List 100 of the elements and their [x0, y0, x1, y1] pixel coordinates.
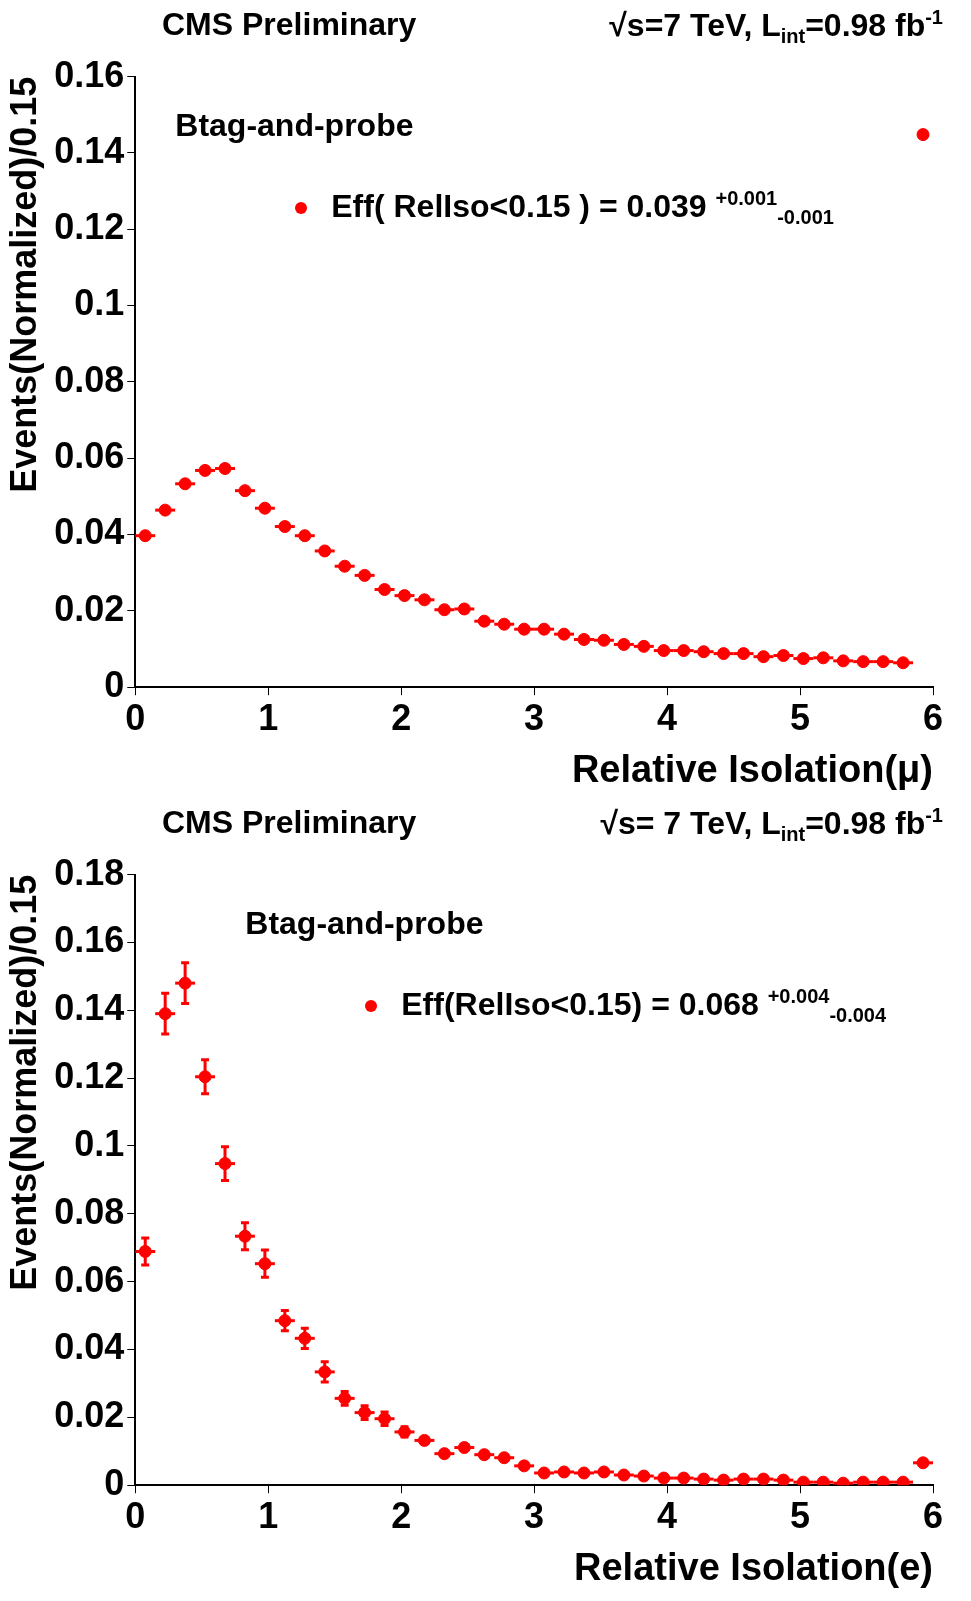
point: [776, 1473, 790, 1486]
point: [437, 603, 451, 617]
point: [737, 1472, 751, 1486]
chart-subtitle: √s= 7 TeV, L$_{int}$=0.98 fb$^{-1}$: [600, 804, 943, 847]
point: [238, 484, 252, 498]
point: [637, 1469, 651, 1483]
point: [198, 1070, 212, 1084]
y-tick-label: 0: [104, 664, 125, 706]
annotation: Btag-and-probe: [175, 106, 414, 144]
point: [338, 559, 352, 573]
point: [258, 1257, 272, 1271]
point: [756, 650, 770, 664]
point: [318, 544, 332, 558]
y-tick-label: 0.06: [54, 435, 125, 477]
point: [298, 529, 312, 543]
point: [896, 1475, 910, 1486]
y-tick-label: 0.06: [54, 1258, 125, 1300]
point: [138, 1244, 152, 1258]
y-tick-label: 0.14: [54, 987, 125, 1029]
y-tick-label: 0.04: [54, 1326, 125, 1368]
point: [178, 976, 192, 990]
point: [856, 1475, 870, 1486]
point: [517, 1459, 531, 1473]
point: [856, 655, 870, 669]
point: [796, 1475, 810, 1486]
point: [896, 656, 910, 670]
point: [398, 589, 411, 603]
x-axis-title: Relative Isolation(μ): [571, 747, 933, 790]
x-tick-label: 6: [922, 1494, 944, 1536]
x-tick-label: 6: [922, 696, 944, 738]
x-tick-label: 3: [524, 696, 545, 738]
y-tick-label: 0.02: [54, 1394, 125, 1436]
x-tick-label: 4: [657, 1494, 678, 1536]
point: [278, 520, 292, 534]
chart-title: CMS Preliminary: [162, 804, 417, 841]
x-tick-label: 2: [391, 696, 412, 738]
point: [178, 477, 192, 491]
point: [617, 637, 631, 651]
x-tick-label: 1: [258, 696, 279, 738]
point: [238, 1229, 252, 1243]
point: [697, 645, 711, 659]
point: [816, 651, 830, 665]
x-axis-title: Relative Isolation(e): [574, 1545, 933, 1588]
point: [597, 1465, 611, 1479]
x-tick-label: 2: [391, 1494, 412, 1536]
point: [477, 614, 491, 628]
point: [457, 1441, 471, 1455]
point: [258, 501, 272, 515]
point: [537, 1466, 551, 1480]
x-tick-label: 1: [258, 1494, 279, 1536]
point: [916, 128, 930, 142]
y-tick-label: 0.1: [74, 282, 125, 324]
point: [876, 1475, 890, 1486]
point: [637, 639, 651, 653]
point: [876, 655, 890, 669]
point: [358, 568, 372, 582]
x-tick-label: 5: [790, 1494, 811, 1536]
y-tick-label: 0.14: [54, 129, 125, 171]
point: [477, 1448, 491, 1462]
point: [417, 1433, 431, 1447]
chart-title: CMS Preliminary: [162, 6, 417, 43]
y-axis-title: Events(Normalized)/0.15: [2, 874, 44, 1291]
point: [677, 644, 691, 658]
y-tick-label: 0.12: [54, 206, 125, 248]
x-tick-label: 3: [524, 1494, 545, 1536]
point: [278, 1314, 292, 1328]
point: [138, 529, 152, 543]
point: [378, 583, 392, 596]
point: [717, 647, 731, 661]
point: [657, 1471, 671, 1485]
point: [497, 1451, 511, 1465]
point: [457, 602, 471, 616]
point: [717, 1473, 731, 1486]
annotation: Btag-and-probe: [245, 904, 484, 942]
point: [657, 644, 671, 658]
point: [298, 1331, 312, 1345]
point: [318, 1365, 332, 1379]
y-axis-title: Events(Normalized)/0.15: [2, 76, 44, 493]
y-tick-label: 0.04: [54, 511, 125, 553]
point: [776, 649, 790, 663]
y-tick-label: 0.08: [54, 358, 125, 400]
point: [697, 1472, 711, 1486]
point: [916, 1456, 930, 1470]
point: [597, 633, 611, 647]
y-tick-label: 0.02: [54, 587, 125, 629]
point: [198, 463, 212, 477]
x-tick-label: 5: [790, 696, 811, 738]
y-tick-label: 0.08: [54, 1190, 125, 1232]
x-tick-label: 4: [657, 696, 678, 738]
point: [437, 1447, 451, 1461]
point: [417, 593, 431, 607]
point: [537, 622, 551, 636]
point: [737, 647, 751, 661]
y-tick-label: 0.1: [74, 1122, 125, 1164]
point: [158, 1007, 172, 1021]
point: [617, 1468, 631, 1482]
y-tick-label: 0.12: [54, 1055, 125, 1097]
point: [158, 503, 172, 517]
point: [677, 1471, 691, 1485]
point: [816, 1475, 830, 1486]
